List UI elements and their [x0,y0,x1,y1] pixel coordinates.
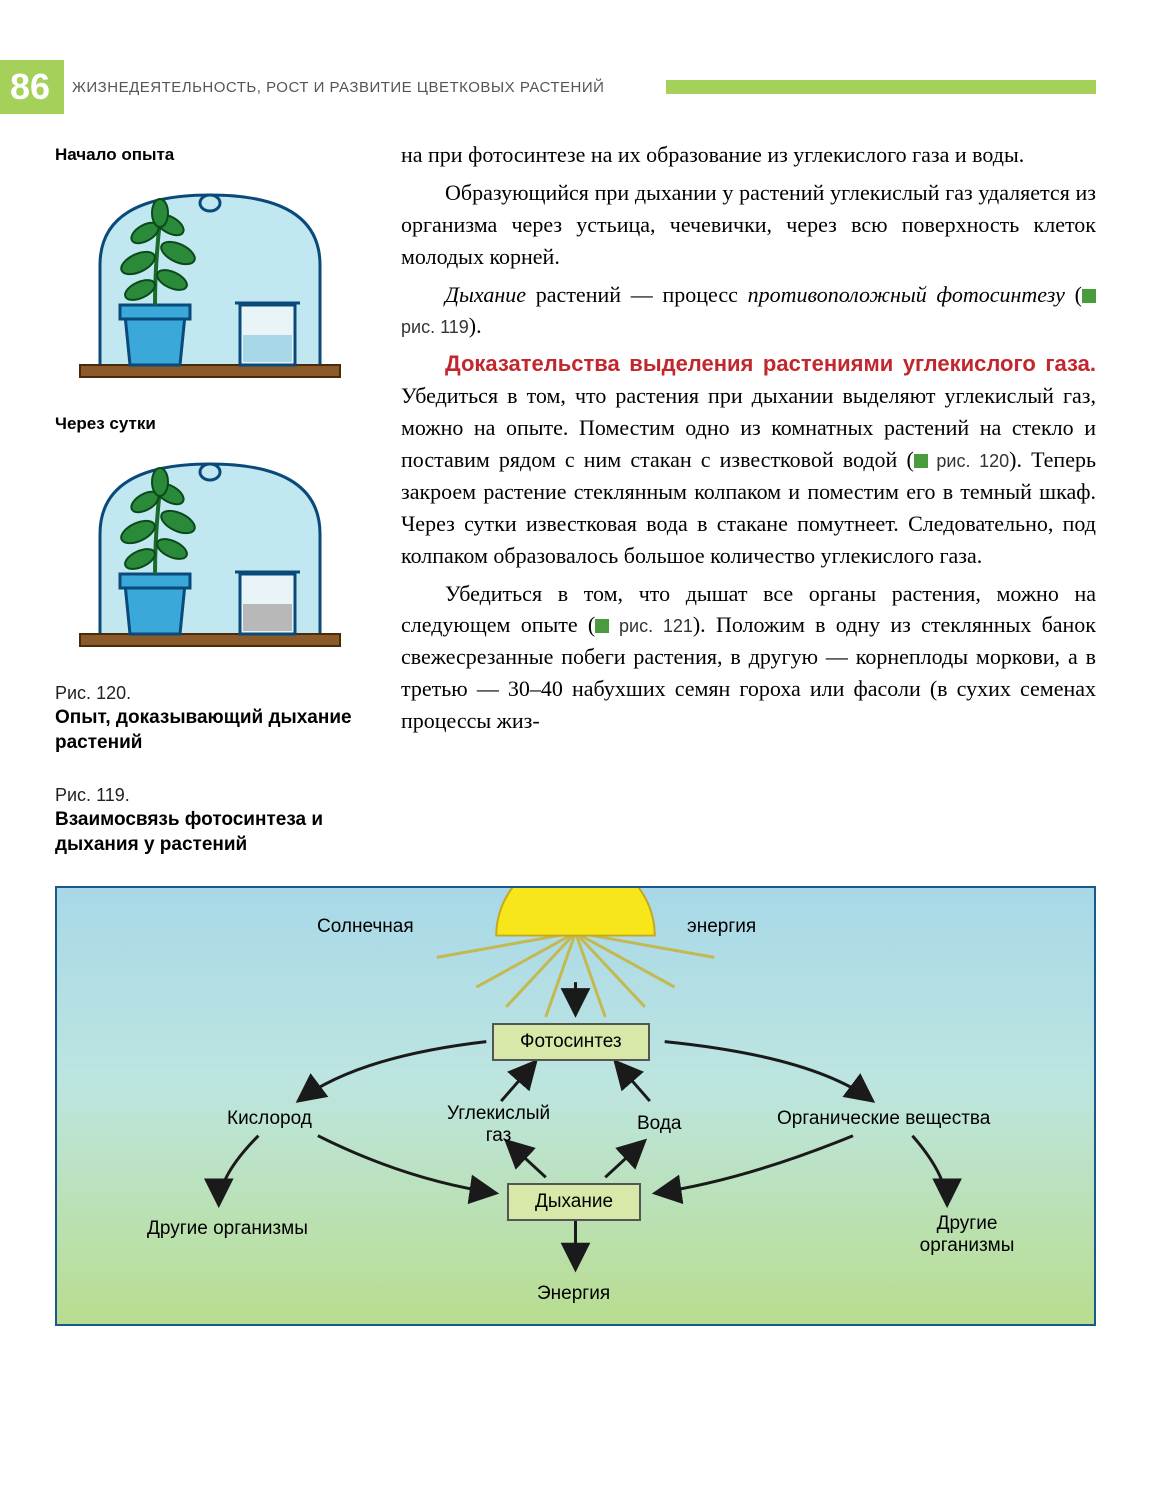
diagram-other-organisms-left: Другие организмы [147,1218,308,1240]
paragraph-3-paren-open: ( [1065,282,1082,307]
figure-119-caption: Рис. 119. Взаимосвязь фотосинтеза и дыха… [55,785,365,857]
diagram-energy-label: Энергия [537,1283,610,1305]
paragraph-5-ref: рис. 121 [609,616,693,636]
paragraph-3-paren-close: ). [469,313,482,338]
page-number: 86 [0,60,64,114]
diagram-photosynthesis-box: Фотосинтез [492,1023,650,1061]
diagram-sun-right-label: энергия [687,916,756,938]
figure-120-title: Опыт, доказывающий дыхание растений [55,706,365,755]
paragraph-3-mid: растений — процесс [526,282,748,307]
diagram-co2-text: Углекислыйгаз [447,1103,550,1146]
experiment-start-label: Начало опыта [55,145,365,165]
section-heading: Доказательства выделения растениями угле… [445,351,1096,376]
paragraph-3-term2: противоположный фотосинтезу [748,282,1065,307]
diagram-organic-label: Органические вещества [777,1108,990,1130]
experiment-figure-after [70,444,350,659]
figure-119-title: Взаимосвязь фотосинтеза и дыхания у раст… [55,808,365,857]
paragraph-3: Дыхание растений — процесс противоположн… [401,279,1096,343]
diagram-other-organisms-right: Другие организмы [907,1213,1027,1257]
paragraph-2: Образующийся при дыхании у растений угле… [401,177,1096,273]
experiment-figure-start [70,175,350,390]
diagram-respiration-box: Дыхание [507,1183,641,1221]
right-column: на при фотосинтезе на их образование из … [401,139,1096,858]
experiment-after-label: Через сутки [55,414,365,434]
diagram-co2-label: Углекислыйгаз [447,1103,550,1147]
diagram-oxygen-label: Кислород [227,1108,312,1130]
paragraph-5: Убедиться в том, что дышат все органы ра… [401,578,1096,737]
paragraph-1: на при фотосинтезе на их образование из … [401,139,1096,171]
figure-120-ref: Рис. 120. [55,683,365,704]
page-header: 86 ЖИЗНЕДЕЯТЕЛЬНОСТЬ, РОСТ И РАЗВИТИЕ ЦВ… [55,60,1096,114]
ref-square-icon [914,454,928,468]
figure-119-ref: Рис. 119. [55,785,365,806]
figure-120-caption: Рис. 120. Опыт, доказывающий дыхание рас… [55,683,365,755]
paragraph-3-term1: Дыхание [445,282,526,307]
paragraph-3-ref: рис. 119 [401,317,469,337]
photosynthesis-respiration-diagram: Солнечная энергия Фотосинтез Дыхание Кис… [55,886,1096,1326]
ref-square-icon [1082,289,1096,303]
diagram-sun-left-label: Солнечная [317,916,414,938]
chapter-title: ЖИЗНЕДЕЯТЕЛЬНОСТЬ, РОСТ И РАЗВИТИЕ ЦВЕТК… [72,79,654,96]
header-decorative-bar [666,80,1096,94]
ref-square-icon [595,619,609,633]
diagram-water-label: Вода [637,1113,681,1135]
paragraph-4: Доказательства выделения растениями угле… [401,348,1096,571]
left-column: Начало опыта [55,139,365,858]
paragraph-4-ref: рис. 120 [928,451,1009,471]
